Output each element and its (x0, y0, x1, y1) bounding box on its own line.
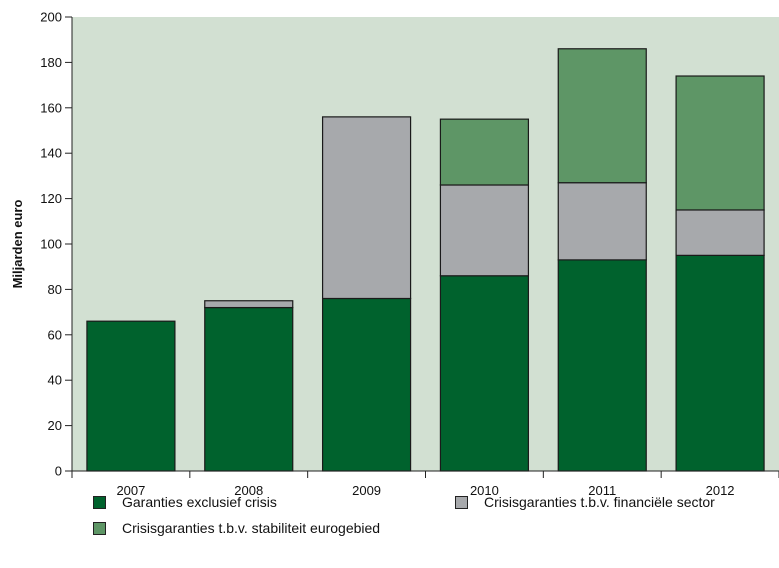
bar-2007-series-0 (87, 321, 175, 471)
bar-2011-series-1 (558, 183, 646, 260)
y-tick-label: 0 (55, 464, 62, 479)
x-tick-label-2012: 2012 (706, 483, 735, 498)
bar-2010-series-2 (440, 119, 528, 185)
x-tick-label-2007: 2007 (116, 483, 145, 498)
bar-2009-series-1 (323, 117, 411, 299)
bar-2011-series-0 (558, 260, 646, 471)
bar-2012-series-0 (676, 255, 764, 471)
bar-2008-series-1 (205, 301, 293, 308)
bar-2012-series-2 (676, 76, 764, 210)
y-tick-label: 60 (48, 327, 62, 342)
y-tick-label: 100 (40, 237, 62, 252)
x-tick-label-2011: 2011 (588, 483, 616, 498)
bar-2010-series-1 (440, 185, 528, 276)
bar-2011-series-2 (558, 49, 646, 183)
x-tick-label-2008: 2008 (234, 483, 263, 498)
y-tick-label: 200 (40, 10, 62, 25)
x-tick-label-2010: 2010 (470, 483, 499, 498)
plot-area (72, 17, 779, 471)
y-tick-label: 180 (40, 55, 62, 70)
bar-2009-series-0 (323, 298, 411, 471)
x-tick-label-2009: 2009 (352, 483, 381, 498)
bar-2012-series-1 (676, 210, 764, 255)
y-tick-label: 20 (48, 418, 62, 433)
y-axis-title: Miljarden euro (10, 200, 25, 289)
y-tick-label: 80 (48, 282, 62, 297)
bar-2008-series-0 (205, 308, 293, 471)
y-tick-label: 120 (40, 191, 62, 206)
bar-2010-series-0 (440, 276, 528, 471)
y-tick-label: 160 (40, 100, 62, 115)
y-tick-label: 40 (48, 373, 62, 388)
y-tick-label: 140 (40, 146, 62, 161)
